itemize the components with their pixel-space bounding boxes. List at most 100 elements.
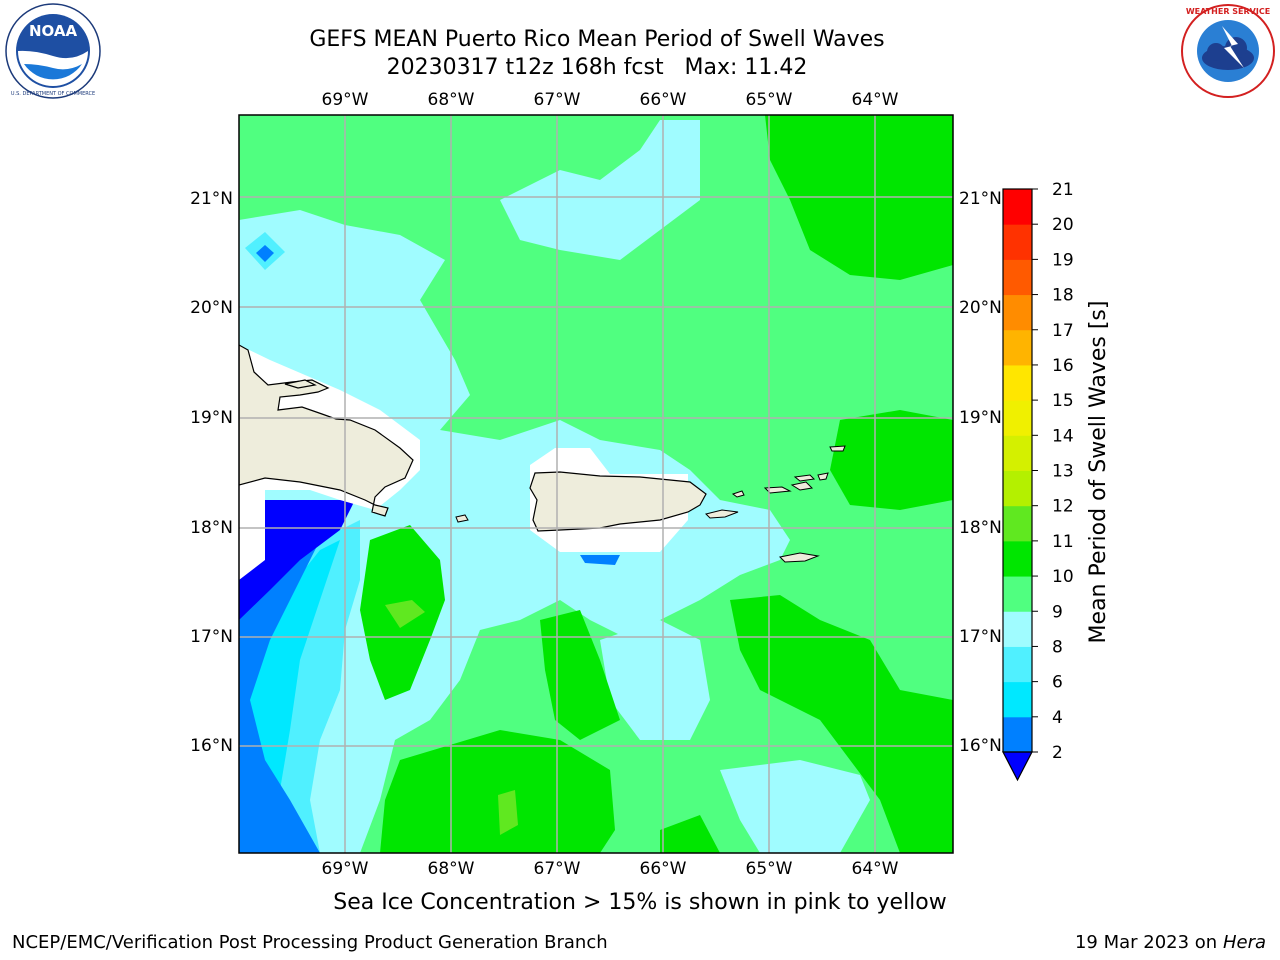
- colorbar-tick-label: 8: [1052, 637, 1063, 657]
- lon-label-bottom: 66°W: [640, 859, 687, 879]
- lon-label-top: 65°W: [746, 90, 793, 110]
- swell-band-10-11-region-southeast-small: [660, 815, 720, 853]
- land-tortola: [793, 474, 816, 482]
- swell-band-11-12-region: [385, 600, 425, 628]
- land-vieques: [705, 509, 739, 519]
- lat-labels-right: 21°N 20°N 19°N 18°N 17°N 16°N: [959, 189, 1002, 756]
- svg-text:WEATHER SERVICE: WEATHER SERVICE: [1186, 7, 1270, 16]
- noaa-logo-text: NOAA: [29, 22, 78, 40]
- footer-producer: NCEP/EMC/Verification Post Processing Pr…: [12, 932, 608, 953]
- land-mona-island: [455, 514, 469, 523]
- colorbar-tick-label: 16: [1052, 356, 1074, 376]
- swell-band-under-2-region: [239, 500, 355, 620]
- colorbar-band: [1003, 189, 1032, 225]
- swell-band-8-9-region-south: [600, 620, 710, 740]
- lon-labels-bottom: 69°W 68°W 67°W 66°W 65°W 64°W: [322, 859, 899, 879]
- colorbar-tick-label: 18: [1052, 286, 1074, 306]
- colorbar-tick-label: 15: [1052, 391, 1074, 411]
- colorbar-band: [1003, 540, 1032, 577]
- swell-band-under-2-spot: [580, 555, 620, 565]
- chart-subtitle: 20230317 t12z 168h fcst Max: 11.42: [386, 55, 808, 80]
- colorbar-tick-label: 12: [1052, 497, 1074, 517]
- colorbar-band: [1003, 611, 1032, 647]
- lat-label-right: 18°N: [959, 518, 1002, 538]
- swell-band-8-9-region-west: [239, 210, 790, 853]
- chart-title: GEFS MEAN Puerto Rico Mean Period of Swe…: [309, 27, 885, 52]
- colorbar-label: Mean Period of Swell Waves [s]: [1086, 301, 1111, 644]
- land-hispaniola: [239, 344, 414, 517]
- swell-band-8-9-region-southeast: [720, 760, 870, 853]
- colorbar-band: [1003, 400, 1032, 436]
- land-st-croix: [778, 552, 820, 563]
- colorbar-tick-label: 9: [1052, 602, 1063, 622]
- land-virgin-gorda: [817, 472, 829, 481]
- lon-label-bottom: 65°W: [746, 859, 793, 879]
- lon-label-top: 67°W: [534, 90, 581, 110]
- land-hispaniola-north-islet: [284, 379, 317, 389]
- lat-label-right: 16°N: [959, 736, 1002, 756]
- swell-band-11-12-region-south: [498, 790, 518, 835]
- colorbar-band: [1003, 470, 1032, 507]
- colorbar-band: [1003, 505, 1032, 542]
- colorbar-tick-label: 4: [1052, 708, 1063, 728]
- lon-label-bottom: 67°W: [534, 859, 581, 879]
- colorbar-band: [1003, 716, 1032, 753]
- colorbar-band: [1003, 435, 1032, 471]
- colorbar-band: [1003, 364, 1032, 401]
- footer-date: 19 Mar 2023 on Hera: [1075, 932, 1266, 953]
- swell-band-2-4-spot-nw: [256, 245, 274, 262]
- map-gridlines: [239, 115, 953, 853]
- swell-band-10-11-region-southeast: [730, 595, 953, 853]
- swell-band-2-4-region: [239, 520, 330, 853]
- swell-band-10-11-region-south-central: [540, 610, 620, 740]
- svg-text:U.S. DEPARTMENT OF COMMERCE: U.S. DEPARTMENT OF COMMERCE: [11, 91, 95, 97]
- lat-label-left: 19°N: [190, 408, 233, 428]
- colorbar-tick-label: 20: [1052, 215, 1074, 235]
- colorbar-tick-label: 6: [1052, 673, 1063, 693]
- colorbar-band: [1003, 576, 1032, 612]
- colorbar-band: [1003, 681, 1032, 718]
- lat-label-left: 17°N: [190, 627, 233, 647]
- land-puerto-rico: [529, 471, 707, 532]
- lat-label-right: 20°N: [959, 298, 1002, 318]
- lon-labels-top: 69°W 68°W 67°W 66°W 65°W 64°W: [322, 90, 899, 110]
- colorbar-band: [1003, 294, 1032, 331]
- lat-label-right: 19°N: [959, 408, 1002, 428]
- lat-labels-left: 21°N 20°N 19°N 18°N 17°N 16°N: [190, 189, 233, 756]
- swell-band-10-11-region-east: [830, 410, 953, 510]
- colorbar-under-arrow: [1002, 751, 1033, 782]
- colorbar-tick-label: 19: [1052, 250, 1074, 270]
- colorbar-band: [1003, 224, 1032, 260]
- colorbar-tick-label: 13: [1052, 462, 1074, 482]
- colorbar: 2 4 6 8 9 10 11 12 13 14 15 16 17 18 19 20 21: [1002, 180, 1074, 782]
- swell-period-field: [239, 115, 953, 853]
- colorbar-tick-label: 11: [1052, 532, 1074, 552]
- lon-label-bottom: 64°W: [852, 859, 899, 879]
- lat-label-left: 16°N: [190, 736, 233, 756]
- national-weather-service-logo: WEATHER SERVICE: [1181, 4, 1275, 98]
- colorbar-tick-label: 17: [1052, 321, 1074, 341]
- lon-label-bottom: 69°W: [322, 859, 369, 879]
- land-anegada: [829, 445, 846, 452]
- lat-label-left: 18°N: [190, 518, 233, 538]
- sea-ice-caption: Sea Ice Concentration > 15% is shown in …: [333, 890, 947, 915]
- lon-label-bottom: 68°W: [428, 859, 475, 879]
- lon-label-top: 66°W: [640, 90, 687, 110]
- land-st-john: [790, 481, 814, 491]
- lon-label-top: 68°W: [428, 90, 475, 110]
- colorbar-tick-label: 10: [1052, 567, 1074, 587]
- footer-host: Hera: [1222, 932, 1266, 953]
- colorbar-band: [1003, 259, 1032, 296]
- lat-label-right: 21°N: [959, 189, 1002, 209]
- noaa-logo: NOAA U.S. DEPARTMENT OF COMMERCE: [5, 3, 101, 99]
- colorbar-tick-label: 14: [1052, 426, 1074, 446]
- colorbar-tick-label: 21: [1052, 180, 1074, 200]
- lat-label-right: 17°N: [959, 627, 1002, 647]
- land-culebra: [731, 490, 745, 498]
- map-frame: [238, 114, 954, 854]
- lat-label-left: 21°N: [190, 189, 233, 209]
- lat-label-left: 20°N: [190, 298, 233, 318]
- colorbar-tick-label: 2: [1052, 743, 1063, 763]
- footer-date-text: 19 Mar 2023 on: [1074, 932, 1218, 953]
